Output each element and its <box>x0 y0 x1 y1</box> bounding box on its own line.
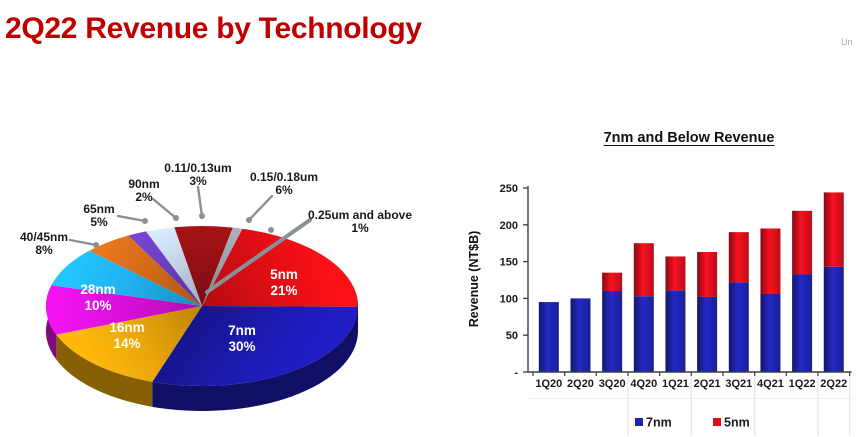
x-tick-label-1q22: 1Q22 <box>789 378 816 390</box>
pie-label-7nm: 7nm <box>228 323 256 338</box>
bar-chart-title: 7nm and Below Revenue <box>603 130 775 146</box>
pie-label-0-15-0-18um: 0.15/0.18um <box>250 170 318 184</box>
y-tick-label-250: 250 <box>500 183 518 195</box>
pie-label-0-11-0-13um-pct: 3% <box>189 174 207 188</box>
pie-slice-28nm <box>45 285 202 335</box>
pie-leader-dot-0-15-0-18um <box>246 217 252 223</box>
pie-label-0-25um-and-above-pct: 1% <box>351 221 369 235</box>
pie-slice-0-11-0-13um <box>146 227 202 306</box>
bar-2q21-5nm <box>697 252 718 297</box>
legend-item-7nm: 7nm <box>635 416 672 430</box>
x-tick-label-3q21: 3Q21 <box>725 378 752 390</box>
pie-leader-0-15-0-18um <box>247 194 274 222</box>
pie-leader-90nm <box>151 197 178 220</box>
pie-leader-40-45nm <box>68 238 98 247</box>
pie-leader-0-11-0-13um <box>196 185 204 218</box>
bar-3q21-5nm <box>728 232 749 283</box>
bar-3q20-5nm <box>602 272 623 292</box>
legend-item-5nm: 5nm <box>713 416 750 430</box>
bar-1q22-5nm <box>792 210 813 275</box>
y-tick-label-50: 50 <box>506 330 518 342</box>
corner-watermark: Un <box>841 37 853 47</box>
bar-chart: - 50 100 150 200 250 1Q20 2Q20 3Q20 4Q20 1Q21 2Q21 3… <box>467 183 855 436</box>
x-tick-label-3q20: 3Q20 <box>599 378 626 390</box>
bar-2q22-7nm <box>823 266 844 372</box>
pie-label-28nm-pct: 10% <box>84 298 111 313</box>
pie-label-90nm: 90nm <box>128 177 159 191</box>
pie-slice-90nm <box>128 231 202 306</box>
bar-2q20-7nm <box>570 298 591 372</box>
pie-label-65nm: 65nm <box>83 202 114 216</box>
pie-label-5nm: 5nm <box>270 267 298 282</box>
x-tick-label-2q20: 2Q20 <box>567 378 594 390</box>
pie-leader-0-25um-and-above <box>205 218 312 294</box>
pie-label-5nm-pct: 21% <box>270 283 297 298</box>
y-axis-label: Revenue (NT$B) <box>467 231 481 328</box>
pie-leader-dot-0-25um-and-above <box>268 227 274 233</box>
x-tick-label-2q22: 2Q22 <box>820 378 847 390</box>
bar-4q21-7nm <box>760 293 781 372</box>
bar-1q22-7nm <box>792 274 813 372</box>
pie-leader-dot-0-11-0-13um <box>199 213 205 219</box>
pie-label-0-15-0-18um-pct: 6% <box>275 183 293 197</box>
pie-leader-dot-65nm <box>142 218 148 224</box>
x-tick-label-2q21: 2Q21 <box>694 378 721 390</box>
pie-label-40-45nm-pct: 8% <box>35 243 53 257</box>
page-title: 2Q22 Revenue by Technology <box>5 12 422 45</box>
bar-4q21-5nm <box>760 228 781 294</box>
pie-slice-5nm <box>202 228 358 307</box>
legend-swatch-5nm <box>713 418 721 426</box>
x-tick-label-1q20: 1Q20 <box>535 378 562 390</box>
pie-slice-65nm <box>89 235 202 306</box>
pie-label-7nm-pct: 30% <box>228 339 255 354</box>
pie-slice-side-28nm <box>45 292 57 360</box>
bar-3q20-7nm <box>602 291 623 372</box>
bar-4q20-7nm <box>633 296 654 372</box>
bar-1q20-7nm <box>538 302 559 372</box>
y-tick-label--: - <box>514 367 518 379</box>
bar-1q21-7nm <box>665 290 686 372</box>
pie-leader-dot-90nm <box>173 215 179 221</box>
bar-3q21-7nm <box>728 282 749 372</box>
pie-label-90nm-pct: 2% <box>135 190 153 204</box>
pie-slice-0-15-0-18um <box>174 226 233 306</box>
x-tick-label-4q21: 4Q21 <box>757 378 784 390</box>
bar-1q21-5nm <box>665 256 686 291</box>
pie-slice-side-16nm <box>56 334 153 407</box>
bar-2q22-5nm <box>823 192 844 267</box>
pie-leader-dot-40-45nm <box>93 242 99 248</box>
bar-4q20-5nm <box>633 243 654 297</box>
pie-label-40-45nm: 40/45nm <box>20 230 68 244</box>
x-tick-label-4q20: 4Q20 <box>630 378 657 390</box>
y-tick-label-100: 100 <box>500 293 518 305</box>
pie-slice-7nm <box>152 306 358 387</box>
bar-2q21-7nm <box>697 296 718 372</box>
pie-leader-65nm <box>116 214 147 223</box>
y-tick-label-200: 200 <box>500 220 518 232</box>
pie-label-0-11-0-13um: 0.11/0.13um <box>164 161 231 175</box>
pie-slice-16nm <box>56 306 203 382</box>
pie-label-16nm-pct: 14% <box>113 336 140 351</box>
pie-slice-40-45nm <box>51 250 203 306</box>
y-tick-label-150: 150 <box>500 257 518 269</box>
x-tick-label-1q21: 1Q21 <box>662 378 689 390</box>
legend-label-5nm: 5nm <box>724 416 750 430</box>
legend-label-7nm: 7nm <box>646 416 672 430</box>
pie-label-16nm: 16nm <box>109 320 144 335</box>
pie-label-65nm-pct: 5% <box>90 215 108 229</box>
legend-swatch-7nm <box>635 418 643 426</box>
pie-label-28nm: 28nm <box>80 282 115 297</box>
pie-label-0-25um-and-above: 0.25um and above <box>308 208 412 222</box>
pie-slice-side-7nm <box>152 306 358 411</box>
